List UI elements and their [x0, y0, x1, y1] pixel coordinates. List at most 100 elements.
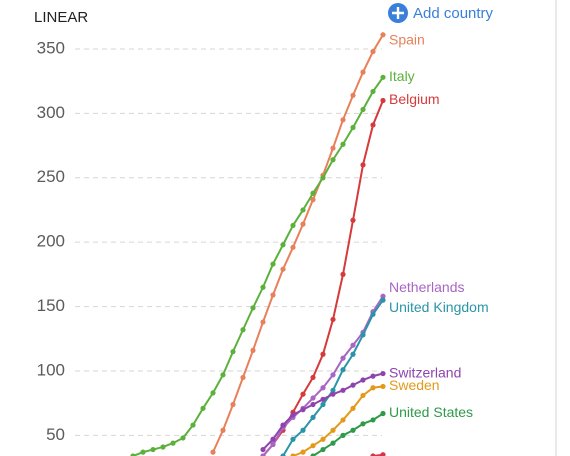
data-point	[250, 347, 256, 353]
data-point	[250, 305, 256, 311]
series-label: Netherlands	[389, 279, 465, 295]
data-point	[380, 74, 386, 80]
data-point	[320, 351, 326, 357]
data-point	[370, 373, 376, 379]
data-point	[290, 244, 296, 250]
data-point	[360, 421, 366, 427]
data-point	[380, 97, 386, 104]
series-line	[212, 34, 384, 453]
series: Switzerland	[260, 364, 461, 453]
data-point	[380, 293, 386, 299]
data-point	[340, 367, 346, 373]
data-point	[360, 162, 366, 168]
data-point	[220, 427, 226, 433]
data-point	[350, 351, 356, 357]
data-point	[320, 175, 326, 181]
data-point	[260, 446, 266, 453]
data-point	[310, 190, 316, 196]
data-point	[290, 222, 296, 229]
add-country-text[interactable]: Add country	[413, 5, 494, 22]
add-country-button[interactable]: Add country	[388, 3, 494, 23]
series-label: Spain	[389, 31, 425, 47]
y-tick-label: 100	[37, 360, 65, 379]
data-point	[280, 266, 286, 272]
series: Germany	[370, 452, 447, 456]
series: Spain	[210, 31, 425, 455]
series-label: Switzerland	[389, 364, 461, 380]
data-point	[320, 436, 326, 442]
series-label: United States	[389, 404, 473, 420]
data-point	[230, 349, 236, 355]
data-point	[350, 382, 356, 388]
data-point	[220, 372, 226, 378]
data-point	[330, 387, 336, 393]
data-point	[340, 387, 346, 393]
data-point	[350, 342, 356, 348]
data-point	[330, 427, 336, 433]
series: United States	[310, 404, 473, 456]
data-point	[160, 444, 166, 450]
data-point	[240, 327, 246, 333]
series: Sweden	[290, 377, 440, 456]
series-label: Italy	[389, 68, 415, 84]
data-point	[330, 391, 336, 397]
data-point	[350, 427, 356, 433]
data-point	[300, 391, 306, 397]
data-point	[360, 332, 366, 338]
series-label: Belgium	[389, 91, 440, 107]
data-point	[370, 122, 376, 128]
data-point	[330, 316, 336, 323]
data-point	[140, 449, 146, 455]
data-point	[330, 440, 336, 446]
data-point	[150, 446, 156, 453]
y-tick-label: 300	[37, 103, 65, 122]
data-point	[360, 106, 366, 113]
data-point	[350, 124, 356, 131]
data-point	[130, 453, 136, 456]
series-label: Germany	[389, 453, 447, 456]
scale-label: LINEAR	[34, 9, 88, 26]
data-point	[320, 385, 326, 391]
data-point	[330, 157, 336, 163]
data-point	[340, 417, 346, 423]
data-point	[280, 422, 286, 428]
series-label: Sweden	[389, 377, 440, 393]
series: United Kingdom	[280, 297, 489, 456]
data-point	[280, 453, 286, 456]
series: Italy	[130, 68, 415, 456]
data-point	[310, 453, 316, 456]
y-tick-label: 200	[37, 232, 65, 251]
data-point	[340, 141, 346, 147]
data-point	[300, 427, 306, 433]
data-point	[210, 390, 216, 396]
data-point	[300, 221, 306, 227]
data-point	[190, 422, 196, 428]
data-point	[310, 401, 316, 408]
y-tick-label: 350	[37, 38, 65, 57]
data-point	[260, 319, 266, 325]
data-point	[340, 117, 346, 123]
data-point	[300, 449, 306, 455]
data-point	[340, 271, 346, 277]
data-point	[280, 242, 286, 248]
data-point	[320, 396, 326, 402]
data-point	[370, 311, 376, 317]
y-tick-label: 150	[37, 296, 65, 315]
data-point	[380, 370, 386, 377]
data-point	[330, 372, 336, 378]
data-point	[320, 446, 326, 453]
data-point	[360, 69, 366, 75]
data-point	[380, 383, 386, 390]
data-point	[350, 405, 356, 411]
data-point	[270, 261, 276, 267]
data-point	[270, 292, 276, 298]
data-point	[310, 197, 316, 203]
data-point	[360, 377, 366, 383]
data-point	[310, 414, 316, 420]
data-point	[360, 392, 366, 399]
add-icon-plus	[392, 7, 404, 19]
data-point	[370, 417, 376, 423]
data-point	[270, 441, 276, 448]
data-point	[300, 407, 306, 413]
data-point	[240, 374, 246, 381]
